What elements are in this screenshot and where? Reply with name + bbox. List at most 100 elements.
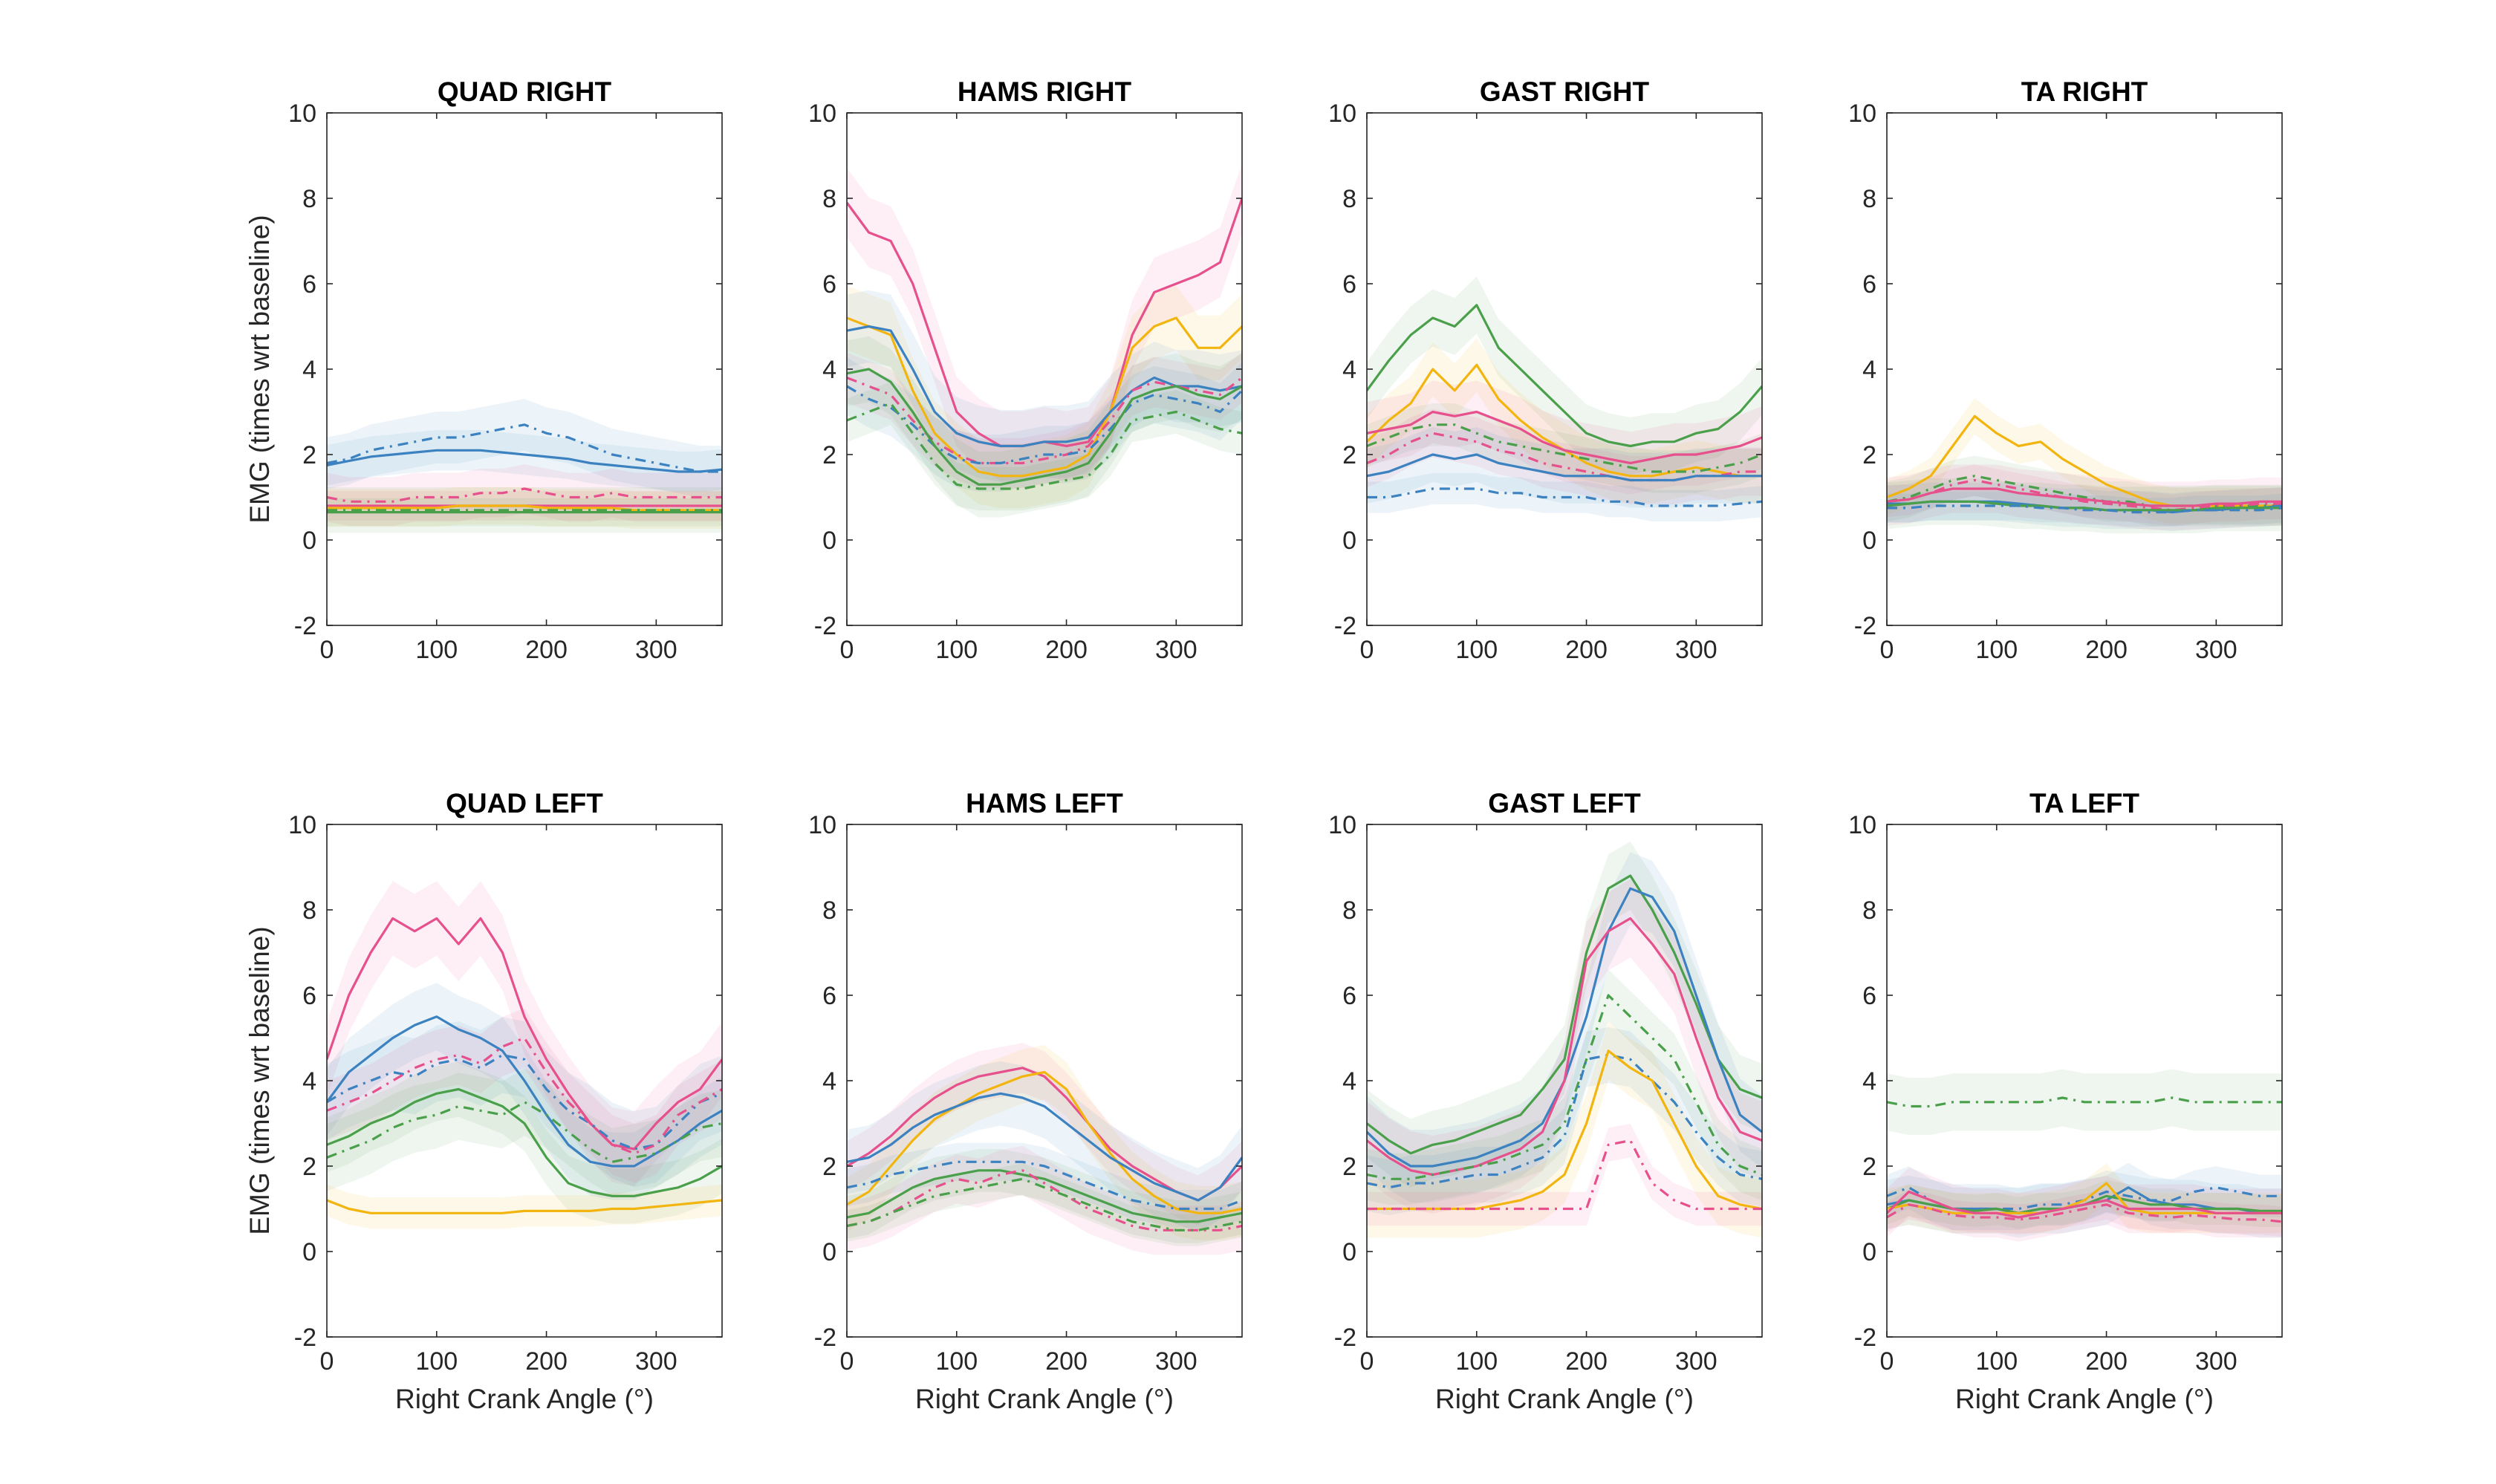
x-tick-label: 200 xyxy=(1565,1347,1608,1376)
sd-band-green-dashed xyxy=(847,381,1242,511)
x-tick-label: 0 xyxy=(320,1347,334,1376)
series-lines xyxy=(327,917,722,1214)
sd-band-blue-dashed xyxy=(327,398,722,498)
panel-title: HAMS LEFT xyxy=(966,788,1123,819)
y-tick-label: 0 xyxy=(302,1238,316,1266)
series-line-pink-dashed xyxy=(847,377,1242,465)
panel-title: HAMS RIGHT xyxy=(958,77,1132,107)
series-line-yellow-solid xyxy=(847,1070,1242,1214)
sd-band-pink-solid xyxy=(327,881,722,1187)
y-tick-label: 10 xyxy=(808,100,836,128)
x-tick-label: 100 xyxy=(415,1347,458,1376)
series-line-blue-dashed xyxy=(327,1053,722,1151)
panel-title: GAST LEFT xyxy=(1488,788,1641,819)
series-line-blue-solid xyxy=(847,1092,1242,1202)
series-line-green-solid xyxy=(1887,500,2282,512)
series-lines xyxy=(1887,414,2282,514)
x-axis-label: Right Crank Angle (°) xyxy=(1435,1384,1694,1414)
y-tick-label: 4 xyxy=(302,356,316,384)
series-line-blue-dashed xyxy=(327,423,722,473)
sd-bands xyxy=(327,881,722,1229)
sd-bands xyxy=(1887,1069,2282,1242)
y-tick-label: 6 xyxy=(822,270,836,299)
y-tick-label: -2 xyxy=(814,612,836,640)
y-tick-label: 10 xyxy=(1848,811,1876,839)
x-tick-label: 200 xyxy=(525,636,568,664)
y-tick-label: 0 xyxy=(1342,1238,1356,1266)
y-tick-label: 4 xyxy=(822,1067,836,1096)
series-line-green-solid xyxy=(1367,304,1762,448)
series-line-blue-dashed xyxy=(1367,1053,1762,1189)
x-axis-label: Right Crank Angle (°) xyxy=(1955,1384,2214,1414)
series-line-pink-solid xyxy=(1887,487,2282,507)
sd-band-green-solid xyxy=(1367,276,1762,475)
x-tick-label: 100 xyxy=(1455,1347,1498,1376)
y-tick-label: 6 xyxy=(1862,270,1876,299)
y-tick-label: 8 xyxy=(822,185,836,213)
y-tick-label: 2 xyxy=(302,1153,316,1181)
sd-band-green-solid xyxy=(1367,841,1762,1188)
y-tick-label: -2 xyxy=(1854,1324,1876,1352)
sd-band-blue-solid xyxy=(1367,852,1762,1203)
y-tick-label: 0 xyxy=(1342,527,1356,555)
series-line-green-solid xyxy=(847,368,1242,486)
series-line-pink-solid xyxy=(327,917,722,1151)
sd-bands xyxy=(1367,841,1762,1238)
sd-band-yellow-solid xyxy=(1367,1021,1762,1238)
x-tick-label: 300 xyxy=(635,636,677,664)
sd-band-pink-solid xyxy=(847,1043,1242,1226)
y-tick-label: 0 xyxy=(822,527,836,555)
y-tick-label: -2 xyxy=(1334,612,1356,640)
sd-band-pink-dashed xyxy=(1887,1189,2282,1237)
series-line-green-dashed xyxy=(1367,423,1762,473)
sd-bands xyxy=(1367,276,1762,522)
y-tick-label: 8 xyxy=(302,185,316,213)
y-tick-label: 6 xyxy=(1342,982,1356,1010)
y-tick-label: 8 xyxy=(1862,896,1876,925)
x-tick-label: 300 xyxy=(2195,1347,2237,1376)
x-tick-label: 0 xyxy=(840,636,854,664)
sd-bands xyxy=(1887,397,2282,533)
x-tick-label: 200 xyxy=(2085,636,2128,664)
y-tick-label: 0 xyxy=(822,1238,836,1266)
y-tick-label: 4 xyxy=(1342,356,1356,384)
panel-title: TA RIGHT xyxy=(2021,77,2148,107)
series-lines xyxy=(847,1067,1242,1231)
y-tick-label: 8 xyxy=(302,896,316,925)
x-tick-label: 100 xyxy=(935,1347,978,1376)
series-line-blue-dashed xyxy=(847,1160,1242,1211)
series-line-blue-solid xyxy=(327,449,722,473)
x-tick-label: 300 xyxy=(2195,636,2237,664)
x-axis-label: Right Crank Angle (°) xyxy=(915,1384,1174,1414)
y-tick-label: 8 xyxy=(1342,185,1356,213)
series-line-blue-dashed xyxy=(1887,504,2282,514)
sd-band-pink-solid xyxy=(847,163,1242,481)
y-tick-label: -2 xyxy=(814,1324,836,1352)
sd-band-yellow-solid xyxy=(1887,1163,2282,1234)
y-tick-label: 8 xyxy=(1862,185,1876,213)
y-tick-label: 2 xyxy=(1862,1153,1876,1181)
x-tick-label: 200 xyxy=(525,1347,568,1376)
sd-band-blue-solid xyxy=(327,430,722,492)
x-tick-label: 100 xyxy=(1455,636,1498,664)
y-tick-label: 6 xyxy=(822,982,836,1010)
series-line-pink-dashed xyxy=(1367,1139,1762,1211)
y-tick-label: 2 xyxy=(1342,1153,1356,1181)
sd-bands xyxy=(847,163,1242,518)
series-line-green-dashed xyxy=(1887,1096,2282,1108)
x-tick-label: 300 xyxy=(1675,636,1717,664)
y-axis-label: EMG (times wrt baseline) xyxy=(244,215,275,523)
series-line-pink-dashed xyxy=(1887,478,2282,512)
x-tick-label: 200 xyxy=(1565,636,1608,664)
series-line-yellow-solid xyxy=(327,1199,722,1214)
x-tick-label: 100 xyxy=(1975,1347,2018,1376)
sd-band-blue-solid xyxy=(847,1061,1242,1233)
series-line-yellow-solid xyxy=(847,316,1242,478)
y-tick-label: 2 xyxy=(1862,441,1876,469)
y-tick-label: 4 xyxy=(302,1067,316,1096)
y-tick-label: 6 xyxy=(302,270,316,299)
x-tick-label: 300 xyxy=(635,1347,677,1376)
series-lines xyxy=(1367,304,1762,507)
